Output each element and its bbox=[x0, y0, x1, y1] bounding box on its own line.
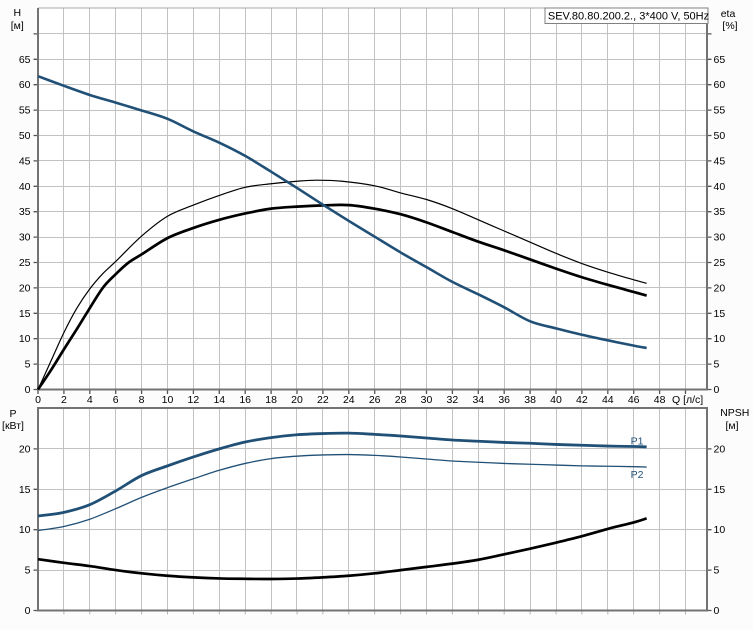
svg-text:30: 30 bbox=[19, 232, 31, 244]
svg-text:45: 45 bbox=[19, 155, 31, 167]
svg-text:35: 35 bbox=[714, 206, 726, 218]
svg-text:30: 30 bbox=[714, 232, 726, 244]
svg-text:0: 0 bbox=[25, 384, 31, 396]
svg-text:15: 15 bbox=[19, 308, 31, 320]
svg-text:30: 30 bbox=[421, 394, 433, 406]
svg-text:55: 55 bbox=[714, 105, 726, 117]
svg-text:[м]: [м] bbox=[725, 420, 738, 432]
svg-text:15: 15 bbox=[714, 484, 726, 496]
svg-text:[м]: [м] bbox=[11, 20, 24, 32]
svg-text:4: 4 bbox=[87, 394, 93, 406]
svg-text:25: 25 bbox=[714, 257, 726, 269]
svg-text:55: 55 bbox=[19, 105, 31, 117]
svg-text:50: 50 bbox=[19, 130, 31, 142]
svg-text:10: 10 bbox=[162, 394, 174, 406]
svg-text:22: 22 bbox=[317, 394, 329, 406]
svg-text:10: 10 bbox=[714, 524, 726, 536]
svg-text:50: 50 bbox=[714, 130, 726, 142]
svg-text:5: 5 bbox=[714, 565, 720, 577]
svg-text:24: 24 bbox=[343, 394, 355, 406]
svg-text:2: 2 bbox=[61, 394, 67, 406]
svg-text:26: 26 bbox=[369, 394, 381, 406]
svg-text:36: 36 bbox=[498, 394, 510, 406]
svg-text:60: 60 bbox=[19, 79, 31, 91]
svg-text:10: 10 bbox=[19, 333, 31, 345]
svg-text:38: 38 bbox=[524, 394, 536, 406]
svg-text:0: 0 bbox=[714, 384, 720, 396]
svg-text:44: 44 bbox=[602, 394, 614, 406]
svg-text:H: H bbox=[14, 7, 22, 19]
svg-text:12: 12 bbox=[188, 394, 200, 406]
svg-text:65: 65 bbox=[19, 54, 31, 66]
svg-text:20: 20 bbox=[714, 443, 726, 455]
svg-text:14: 14 bbox=[213, 394, 225, 406]
svg-text:SEV.80.80.200.2., 3*400 V, 50H: SEV.80.80.200.2., 3*400 V, 50Hz bbox=[548, 11, 709, 23]
svg-text:25: 25 bbox=[19, 257, 31, 269]
svg-text:15: 15 bbox=[714, 308, 726, 320]
svg-text:46: 46 bbox=[628, 394, 640, 406]
svg-text:18: 18 bbox=[265, 394, 277, 406]
svg-text:NPSH: NPSH bbox=[720, 407, 749, 419]
svg-text:28: 28 bbox=[395, 394, 407, 406]
svg-text:16: 16 bbox=[239, 394, 251, 406]
svg-text:10: 10 bbox=[19, 524, 31, 536]
svg-text:[%]: [%] bbox=[722, 20, 737, 32]
svg-text:40: 40 bbox=[19, 181, 31, 193]
svg-text:42: 42 bbox=[576, 394, 588, 406]
svg-text:15: 15 bbox=[19, 484, 31, 496]
svg-text:P2: P2 bbox=[631, 469, 644, 481]
svg-text:20: 20 bbox=[19, 282, 31, 294]
svg-text:0: 0 bbox=[714, 605, 720, 617]
svg-text:5: 5 bbox=[25, 565, 31, 577]
svg-text:34: 34 bbox=[472, 394, 484, 406]
svg-text:0: 0 bbox=[25, 605, 31, 617]
svg-text:[кВт]: [кВт] bbox=[2, 420, 24, 432]
svg-text:20: 20 bbox=[19, 443, 31, 455]
svg-text:5: 5 bbox=[714, 359, 720, 371]
svg-text:40: 40 bbox=[550, 394, 562, 406]
svg-text:P1: P1 bbox=[631, 436, 644, 448]
svg-text:10: 10 bbox=[714, 333, 726, 345]
svg-text:P: P bbox=[9, 408, 16, 420]
svg-text:40: 40 bbox=[714, 181, 726, 193]
svg-text:20: 20 bbox=[714, 282, 726, 294]
svg-text:60: 60 bbox=[714, 79, 726, 91]
svg-text:65: 65 bbox=[714, 54, 726, 66]
svg-text:20: 20 bbox=[291, 394, 303, 406]
svg-text:48: 48 bbox=[654, 394, 666, 406]
svg-text:8: 8 bbox=[139, 394, 145, 406]
svg-text:0: 0 bbox=[35, 394, 41, 406]
svg-text:45: 45 bbox=[714, 155, 726, 167]
svg-text:5: 5 bbox=[25, 359, 31, 371]
svg-text:32: 32 bbox=[447, 394, 459, 406]
svg-text:35: 35 bbox=[19, 206, 31, 218]
svg-text:eta: eta bbox=[721, 8, 736, 20]
svg-text:Q [л/с]: Q [л/с] bbox=[672, 394, 703, 406]
svg-text:6: 6 bbox=[113, 394, 119, 406]
